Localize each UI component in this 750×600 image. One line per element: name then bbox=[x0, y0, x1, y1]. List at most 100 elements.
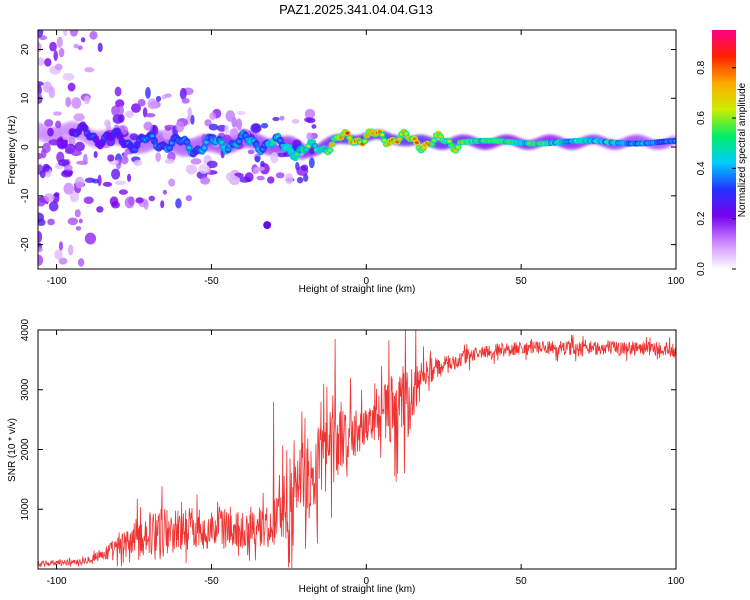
spectral-noise bbox=[74, 141, 85, 152]
spectral-noise bbox=[209, 112, 216, 120]
spectral-noise bbox=[279, 115, 285, 121]
spectral-noise bbox=[54, 63, 63, 71]
spectral-ridge-core bbox=[438, 134, 443, 139]
spectral-noise bbox=[164, 158, 175, 164]
spectral-noise bbox=[68, 135, 76, 146]
spectral-noise bbox=[67, 217, 79, 226]
spectral-noise bbox=[38, 247, 44, 253]
spectral-noise bbox=[185, 164, 198, 175]
spectral-noise bbox=[304, 108, 316, 119]
spectral-noise bbox=[96, 206, 104, 213]
spectral-noise bbox=[168, 178, 176, 187]
spectral-noise bbox=[74, 176, 85, 189]
spectral-noise bbox=[38, 57, 45, 66]
colorbar-tick-label: 0.6 bbox=[696, 111, 707, 125]
spectral-noise bbox=[56, 36, 63, 48]
spectral-noise bbox=[42, 163, 51, 172]
spectral-noise bbox=[58, 257, 68, 265]
spectral-noise bbox=[206, 160, 218, 169]
spectral-noise bbox=[38, 85, 42, 95]
spectral-noise bbox=[73, 43, 79, 49]
spectral-ridge-core bbox=[117, 134, 122, 138]
spectral-noise bbox=[204, 119, 212, 127]
spectral-ridge-core bbox=[382, 138, 387, 143]
spectral-noise bbox=[39, 170, 46, 179]
spectral-noise bbox=[115, 99, 125, 108]
spectral-noise bbox=[164, 93, 172, 98]
spectrogram-y-label: Frequency (Hz) bbox=[7, 116, 18, 185]
spectral-noise bbox=[75, 226, 82, 231]
spectral-noise bbox=[58, 241, 64, 251]
spectral-ridge-core bbox=[330, 142, 335, 147]
spectral-noise bbox=[83, 95, 91, 105]
spectral-noise bbox=[84, 67, 95, 73]
spectral-ridge-core bbox=[328, 148, 333, 152]
spectral-noise bbox=[54, 249, 63, 260]
spectral-noise bbox=[165, 126, 172, 132]
colorbar-scale bbox=[712, 30, 736, 269]
spectral-ridge-core bbox=[347, 136, 352, 140]
spectral-ridge-core bbox=[312, 144, 317, 148]
spectral-noise bbox=[120, 156, 129, 165]
spectral-ridge-core bbox=[202, 146, 207, 150]
spectral-ridge-core bbox=[414, 141, 419, 145]
spectral-ridge-core bbox=[169, 141, 174, 145]
spectral-noise bbox=[69, 191, 79, 203]
spectral-noise bbox=[131, 103, 141, 113]
spectral-noise bbox=[118, 189, 128, 195]
spectral-outlier bbox=[263, 221, 272, 230]
snr-background bbox=[38, 330, 676, 569]
spectral-noise bbox=[162, 128, 172, 140]
spectral-noise bbox=[160, 200, 165, 209]
spectral-ridge-core bbox=[455, 145, 460, 149]
spectral-noise bbox=[67, 244, 74, 256]
spectral-noise bbox=[155, 95, 162, 103]
spectral-noise bbox=[77, 45, 83, 51]
spectral-noise bbox=[235, 118, 243, 131]
colorbar-tick-label: 0.4 bbox=[696, 161, 707, 175]
spectral-noise bbox=[185, 195, 193, 202]
spectral-ridge-core bbox=[100, 140, 105, 145]
snr-y-tick-label: 2000 bbox=[20, 438, 31, 461]
spectral-noise bbox=[296, 176, 304, 184]
spectral-noise bbox=[44, 119, 54, 127]
spectral-noise bbox=[69, 30, 79, 37]
snr-y-tick-label: 3000 bbox=[20, 378, 31, 401]
spectral-ridge-core bbox=[412, 137, 417, 141]
spectral-noise bbox=[93, 150, 98, 159]
spectral-noise bbox=[38, 152, 43, 160]
spectral-noise bbox=[147, 98, 158, 110]
spectral-noise bbox=[38, 81, 44, 87]
spectral-noise bbox=[175, 120, 185, 133]
spectrogram-y-tick-label: -20 bbox=[20, 237, 31, 252]
spectral-noise bbox=[65, 148, 74, 155]
spectral-noise bbox=[272, 116, 280, 122]
spectral-noise bbox=[97, 42, 103, 53]
spectral-noise bbox=[260, 122, 269, 129]
spectral-noise bbox=[198, 163, 210, 174]
spectral-noise bbox=[267, 176, 275, 184]
spectral-noise bbox=[148, 195, 156, 202]
spectral-noise bbox=[247, 149, 255, 155]
figure-title: PAZ1.2025.341.04.04.G13 bbox=[279, 2, 433, 17]
spectral-ridge-core bbox=[254, 142, 259, 146]
spectral-noise bbox=[187, 107, 192, 118]
snr-series-line bbox=[38, 330, 676, 569]
spectral-noise bbox=[38, 196, 46, 207]
spectral-noise bbox=[190, 114, 195, 125]
spectral-noise bbox=[254, 166, 265, 172]
spectral-noise bbox=[67, 82, 76, 92]
spectral-noise bbox=[118, 105, 124, 115]
spectral-noise bbox=[244, 172, 254, 183]
spectral-noise bbox=[295, 162, 300, 171]
spectrogram-x-label: Height of straight line (km) bbox=[299, 284, 416, 295]
colorbar-ticks: 0.0 0.2 0.4 0.6 0.8 bbox=[696, 60, 736, 276]
spectral-noise bbox=[55, 120, 62, 129]
spectral-noise bbox=[208, 123, 219, 131]
spectral-noise bbox=[47, 218, 55, 226]
spectral-noise bbox=[285, 173, 294, 185]
colorbar: 0.0 0.2 0.4 0.6 0.8 Normalized spectral ampl… bbox=[696, 30, 748, 276]
spectral-noise bbox=[77, 258, 85, 267]
